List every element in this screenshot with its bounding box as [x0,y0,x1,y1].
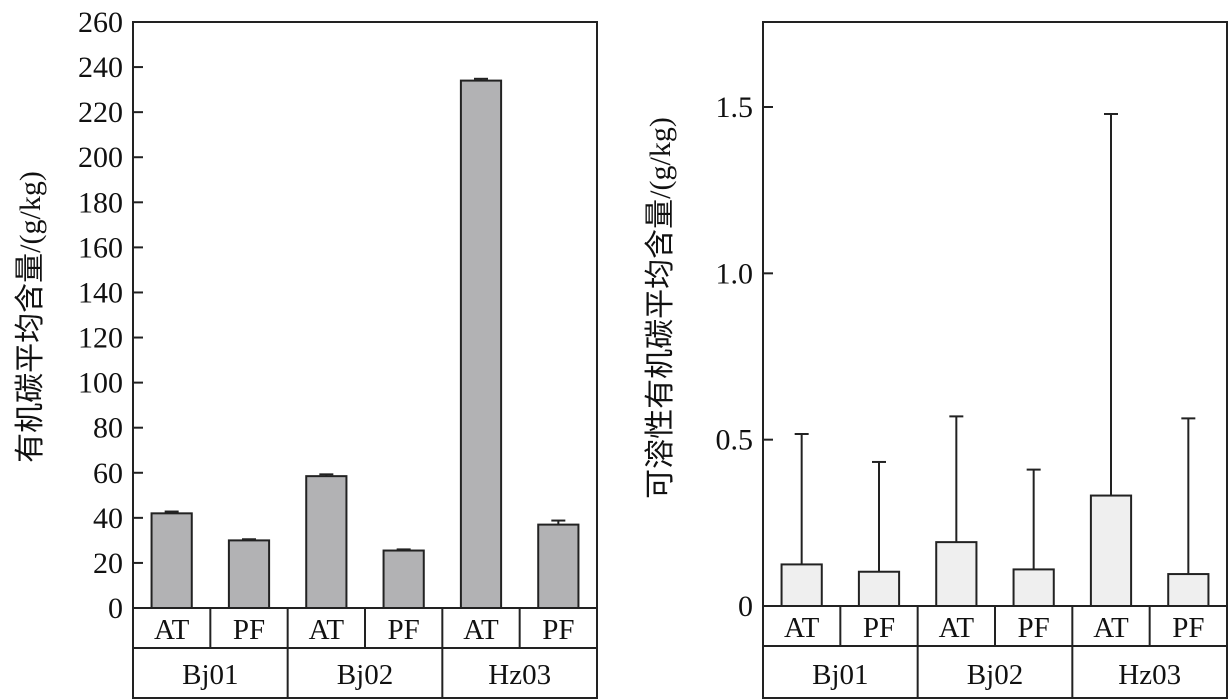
y-tick-label: 120 [78,322,123,355]
group-label: Bj01 [182,659,238,691]
category-label: PF [1018,612,1050,644]
group-label: Bj02 [967,659,1023,691]
group-label: Hz03 [488,659,551,691]
y-tick-label: 0 [738,590,753,623]
y-tick-label: 260 [78,6,123,39]
plot-frame [132,21,598,609]
bar [780,563,823,608]
y-tick-label: 240 [78,51,123,84]
bar [305,475,348,609]
group-label: Bj02 [337,659,393,691]
y-tick-label: 180 [78,186,123,219]
bar [1167,573,1210,608]
chart-soluble-organic-carbon: 可溶性有机碳平均含量/(g/kg) 0 0.5 1.0 1.5 AT PF AT PF AT PF… [644,21,1228,699]
bar [382,549,425,609]
category-label: AT [154,614,190,646]
category-label: PF [542,614,574,646]
y-axis-label: 有机碳平均含量/(g/kg) [14,171,47,463]
bar [150,512,193,609]
group-label: Bj01 [812,659,868,691]
plot-frame [762,21,1228,607]
bar [857,570,901,608]
bar [1012,568,1055,608]
bar [537,523,580,609]
y-tick-label: 1.0 [716,257,754,290]
category-label: PF [388,614,420,646]
y-tick-label: 140 [78,276,123,309]
category-label: PF [1172,612,1204,644]
chart-organic-carbon: 有机碳平均含量/(g/kg) 0 20 40 60 80 100 120 140 160 180 2… [14,6,598,699]
y-tick-label: 0.5 [716,424,754,457]
category-label: PF [233,614,265,646]
y-tick-label: 200 [78,141,123,174]
y-tick-label: 80 [93,412,123,445]
y-tick-label: 0 [108,592,123,625]
bar [935,541,978,607]
category-label: AT [1093,612,1129,644]
y-axis-label: 可溶性有机碳平均含量/(g/kg) [644,117,677,499]
y-tick-label: 160 [78,231,123,264]
y-tick-label: 40 [93,502,123,535]
y-tick-label: 60 [93,457,123,490]
y-tick-label: 220 [78,96,123,129]
bar [1089,494,1133,607]
category-label: AT [784,612,820,644]
category-label: AT [939,612,975,644]
bar [459,79,503,610]
group-label: Hz03 [1118,659,1181,691]
y-tick-label: 20 [93,547,123,580]
y-tick-label: 100 [78,367,123,400]
category-label: PF [863,612,895,644]
y-tick-label: 1.5 [716,91,754,124]
bar [227,539,271,610]
category-label: AT [463,614,499,646]
category-label: AT [309,614,345,646]
